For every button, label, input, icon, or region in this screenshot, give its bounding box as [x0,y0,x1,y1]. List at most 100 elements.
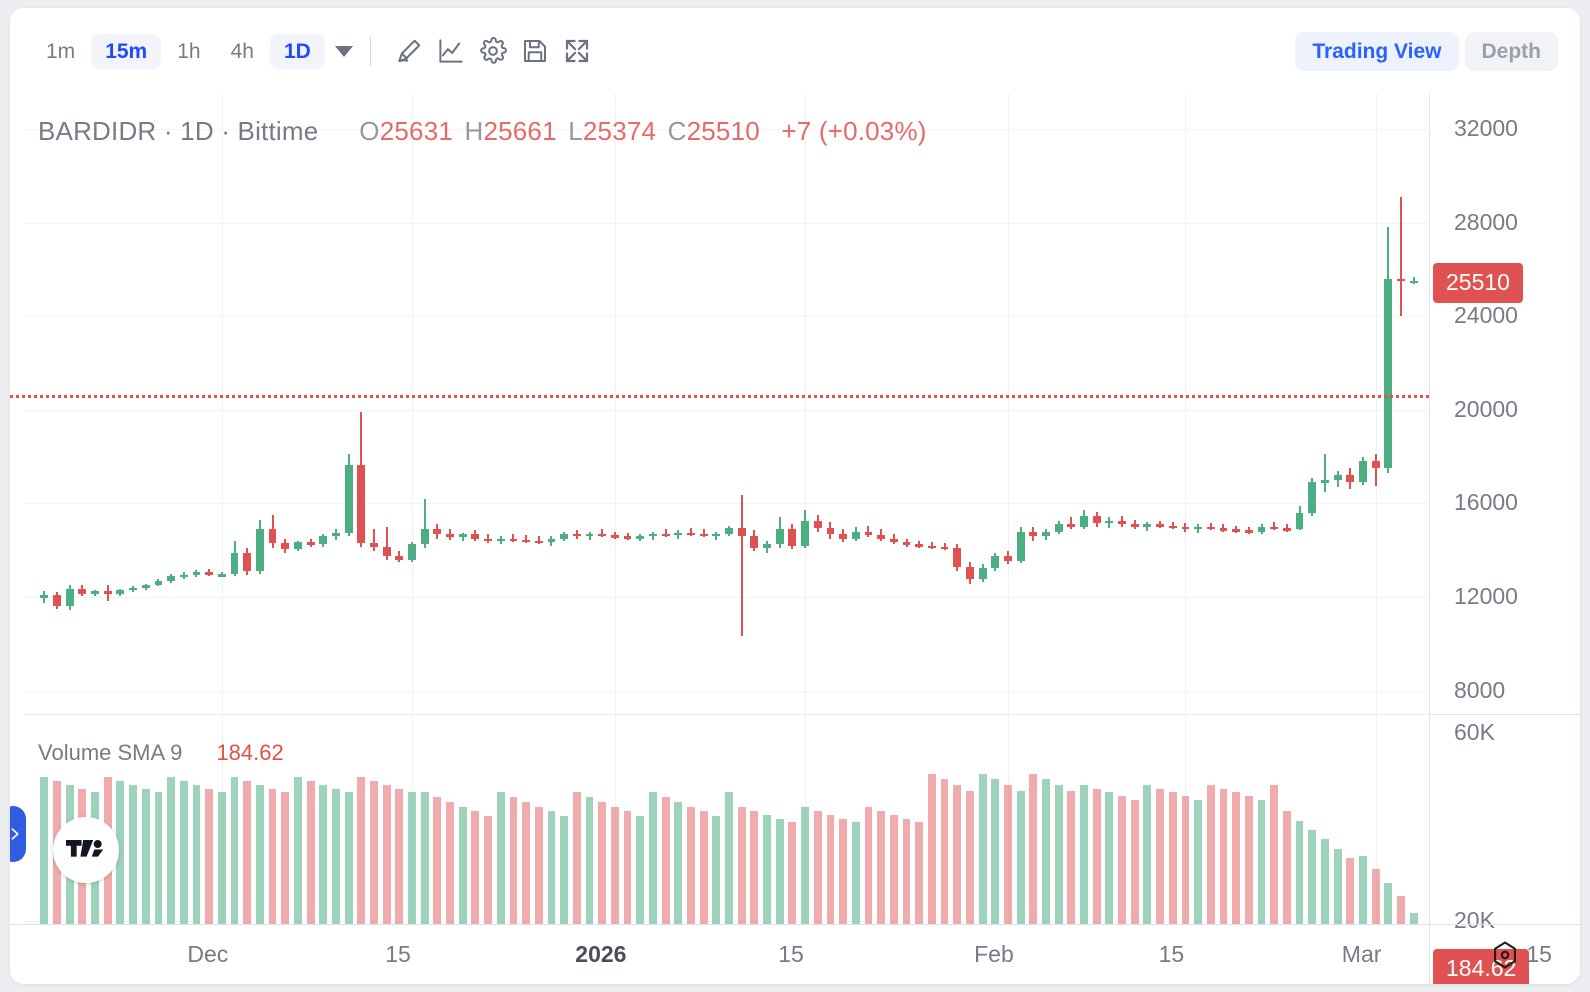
candle-body [78,588,87,594]
plot-area[interactable] [24,94,1428,924]
volume-bar [255,784,264,924]
time-axis[interactable]: Dec 15 2026 15 Feb 15 Mar 15 [10,924,1552,984]
candle-wick [626,532,629,540]
candle-body [1156,524,1164,527]
volume-pane[interactable] [24,714,1428,924]
timeframe-1h[interactable]: 1h [177,39,201,63]
timeframe-1m[interactable]: 1m [46,39,76,63]
grid-line-vertical [1007,94,1009,924]
candle-body [902,542,911,545]
candle-wick [601,529,604,538]
candle-body [522,539,531,543]
candle-body [1359,461,1367,483]
candle-body [737,528,746,537]
candle-body [864,531,873,535]
volume-bar [1320,839,1329,924]
volume-bar [344,792,353,924]
candle-body [293,542,302,550]
timeframe-1d[interactable]: 1D [269,33,325,69]
grid-line-vertical [221,94,223,924]
fullscreen-expand-icon[interactable] [556,30,598,72]
volume-bar [661,797,670,924]
candle-body [1004,556,1012,561]
candle-body [725,528,733,534]
tab-depth[interactable]: Depth [1464,31,1558,71]
grid-line-vertical [412,94,414,924]
candle-body [661,533,670,537]
candle-body [775,529,784,545]
axis-settings-hex-icon[interactable] [1429,924,1580,984]
indicators-line-chart-icon[interactable] [430,30,472,72]
chevron-right-icon[interactable] [10,806,26,862]
candle-body [623,536,632,539]
volume-bar [1118,796,1126,924]
candle-body [572,533,581,537]
timeframe-4h[interactable]: 4h [230,39,254,63]
candle-body [1397,278,1405,282]
candle-body [1320,480,1329,483]
volume-bar [978,773,987,924]
chevron-down-icon[interactable] [334,45,353,57]
save-floppy-icon[interactable] [514,30,556,72]
price-axis-label: 32000 [1454,115,1518,142]
grid-line-horizontal [24,129,1428,131]
candle-wick [512,533,515,543]
candle-body [610,535,619,538]
candle-body [205,572,214,575]
volume-bar [217,792,226,924]
volume-bar [1130,799,1139,924]
volume-bar [864,807,873,924]
time-axis-label: 15 [778,941,804,967]
candle-body [1143,524,1152,527]
tab-trading-view[interactable]: Trading View [1295,31,1459,71]
volume-bar [648,792,657,924]
candle-body [712,533,721,537]
timeframe-15m[interactable]: 15m [91,33,162,69]
time-axis-label: 15 [1158,941,1185,967]
candle-body [1333,475,1342,481]
volume-bar [610,806,619,924]
volume-bar [560,815,569,924]
candle-body [1080,516,1088,527]
candle-body [1194,526,1203,530]
time-axis-label: 2026 [575,941,627,967]
draw-pencil-icon[interactable] [388,30,430,72]
price-pane[interactable] [24,94,1428,714]
candle-body [141,585,150,588]
tradingview-logo[interactable] [53,817,119,883]
volume-bar [1206,784,1215,924]
candle-body [534,540,543,544]
volume-bar [1143,784,1152,924]
volume-bar [496,792,505,924]
candle-wick [537,536,540,545]
candle-body [813,520,822,528]
candle-body [1029,531,1038,537]
price-axis[interactable]: 32000 28000 24000 20000 16000 12000 8000 25510 6… [1429,94,1580,984]
candle-body [547,538,556,543]
volume-bar [116,781,125,924]
candle-wick [880,529,883,541]
candle-body [1067,524,1076,527]
grid-line-vertical [1375,94,1377,924]
candle-wick [740,495,743,636]
volume-bar [788,822,797,924]
candle-body [801,520,809,546]
chart-settings-gear-icon[interactable] [472,30,514,72]
candle-body [1308,482,1317,513]
timeframe-group: 1m 15m 1h 4h 1D [32,33,325,69]
candle-wick [664,529,667,538]
candle-body [458,533,467,538]
chart-container[interactable]: BARDIDR · 1D · Bittime O25631 H25661 L25… [10,94,1580,984]
volume-bar [370,781,378,924]
volume-bar [965,790,974,924]
grid-line-horizontal [24,690,1428,692]
candle-body [1206,526,1215,530]
candle-wick [1159,520,1162,528]
volume-bar [826,814,835,924]
volume-bar [940,779,949,924]
volume-axis-label: 60K [1454,719,1495,745]
volume-bar [1016,790,1025,924]
volume-bar [420,792,429,924]
candle-body [750,536,759,548]
volume-bar [40,777,49,924]
